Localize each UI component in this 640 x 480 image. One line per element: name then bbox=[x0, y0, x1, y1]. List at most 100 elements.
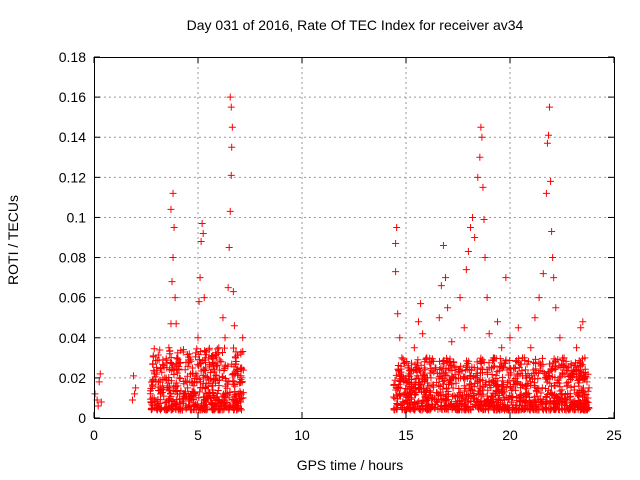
data-point bbox=[156, 346, 164, 354]
data-point bbox=[153, 363, 161, 371]
data-point bbox=[165, 396, 173, 404]
data-point bbox=[584, 403, 592, 411]
data-point bbox=[518, 354, 526, 362]
data-point bbox=[494, 405, 502, 413]
y-tick-label: 0.04 bbox=[59, 330, 86, 346]
data-point bbox=[477, 123, 485, 131]
data-point bbox=[558, 369, 566, 377]
data-point bbox=[201, 396, 209, 404]
data-point bbox=[472, 370, 480, 378]
data-point bbox=[156, 405, 164, 413]
data-point bbox=[467, 397, 475, 405]
data-point bbox=[196, 356, 204, 364]
data-point bbox=[506, 357, 514, 365]
data-point bbox=[464, 248, 472, 256]
data-point bbox=[581, 368, 589, 376]
data-point bbox=[96, 370, 104, 378]
data-point bbox=[159, 382, 167, 390]
data-point bbox=[405, 371, 413, 379]
data-point bbox=[573, 344, 581, 352]
data-point bbox=[518, 382, 526, 390]
data-point bbox=[479, 183, 487, 191]
data-point bbox=[165, 344, 173, 352]
data-point bbox=[468, 386, 476, 394]
data-point bbox=[491, 362, 499, 370]
data-point bbox=[168, 359, 176, 367]
data-point bbox=[157, 365, 165, 373]
data-point bbox=[223, 380, 231, 388]
data-point bbox=[236, 378, 244, 386]
data-point bbox=[198, 384, 206, 392]
data-point bbox=[409, 366, 417, 374]
data-point bbox=[571, 397, 579, 405]
data-point bbox=[479, 369, 487, 377]
data-point bbox=[238, 394, 246, 402]
y-tick-label: 0.12 bbox=[59, 169, 86, 185]
data-point bbox=[541, 384, 549, 392]
data-point bbox=[577, 369, 585, 377]
data-point bbox=[574, 376, 582, 384]
data-point bbox=[478, 133, 486, 141]
data-point bbox=[390, 393, 398, 401]
x-tick-label: 10 bbox=[294, 427, 310, 443]
data-point bbox=[174, 355, 182, 363]
data-point bbox=[185, 350, 193, 358]
data-point bbox=[502, 356, 510, 364]
data-point bbox=[556, 383, 564, 391]
y-tick-label: 0.18 bbox=[59, 49, 86, 65]
data-point bbox=[211, 360, 219, 368]
data-point bbox=[539, 270, 547, 278]
data-point bbox=[414, 399, 422, 407]
data-point bbox=[154, 351, 162, 359]
data-point bbox=[181, 366, 189, 374]
data-point bbox=[227, 103, 235, 111]
data-point bbox=[425, 391, 433, 399]
data-point bbox=[184, 384, 192, 392]
data-point bbox=[224, 284, 232, 292]
data-point bbox=[226, 93, 234, 101]
data-point bbox=[213, 354, 221, 362]
data-point bbox=[195, 394, 203, 402]
data-point bbox=[466, 387, 474, 395]
data-point bbox=[509, 394, 517, 402]
data-point bbox=[395, 367, 403, 375]
data-point bbox=[583, 378, 591, 386]
data-point bbox=[201, 347, 209, 355]
data-point bbox=[473, 358, 481, 366]
data-point bbox=[577, 324, 585, 332]
data-point bbox=[176, 359, 184, 367]
data-point bbox=[543, 139, 551, 147]
data-point bbox=[204, 376, 212, 384]
data-point bbox=[572, 366, 580, 374]
data-point bbox=[152, 404, 160, 412]
y-tick-label: 0.16 bbox=[59, 89, 86, 105]
y-tick-label: 0.1 bbox=[67, 209, 87, 225]
data-point bbox=[396, 384, 404, 392]
data-point bbox=[526, 394, 534, 402]
data-point bbox=[546, 399, 554, 407]
data-point bbox=[167, 205, 175, 213]
data-point bbox=[212, 372, 220, 380]
data-point bbox=[506, 334, 514, 342]
data-point bbox=[176, 400, 184, 408]
data-point bbox=[403, 386, 411, 394]
data-point bbox=[443, 385, 451, 393]
data-point bbox=[218, 372, 226, 380]
plot-border bbox=[94, 57, 615, 419]
data-point bbox=[543, 378, 551, 386]
data-point bbox=[210, 405, 218, 413]
data-point bbox=[192, 401, 200, 409]
data-point bbox=[190, 405, 198, 413]
data-point bbox=[154, 378, 162, 386]
data-point bbox=[575, 388, 583, 396]
data-point bbox=[229, 288, 237, 296]
data-point bbox=[492, 354, 500, 362]
data-point bbox=[237, 350, 245, 358]
data-point bbox=[579, 399, 587, 407]
data-point bbox=[466, 223, 474, 231]
data-point bbox=[464, 366, 472, 374]
data-point bbox=[503, 366, 511, 374]
data-point bbox=[487, 392, 495, 400]
data-point bbox=[483, 370, 491, 378]
data-point bbox=[182, 358, 190, 366]
